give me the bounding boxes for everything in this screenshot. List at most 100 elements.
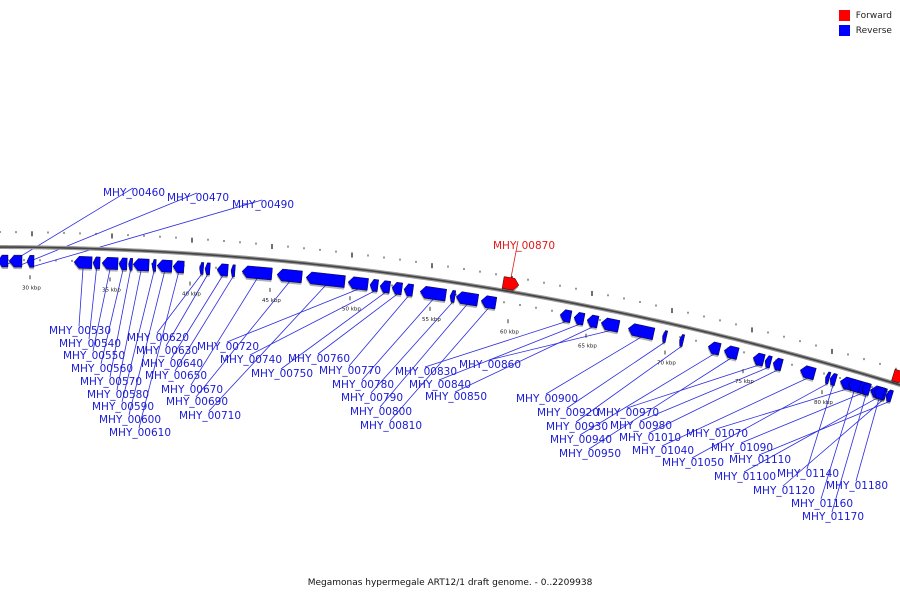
- gene-label[interactable]: MHY_00920: [537, 407, 599, 419]
- gene-label[interactable]: MHY_01100: [714, 471, 776, 483]
- gene-arrow[interactable]: [132, 258, 150, 274]
- gene-arrow[interactable]: [151, 259, 157, 274]
- gene-label[interactable]: MHY_00610: [109, 427, 171, 439]
- gene-arrow[interactable]: [204, 262, 211, 277]
- gene-label[interactable]: MHY_01090: [711, 442, 773, 454]
- gene-label[interactable]: MHY_00580: [87, 389, 149, 401]
- gene-label[interactable]: MHY_00980: [610, 420, 672, 432]
- gene-arrow[interactable]: [722, 345, 740, 362]
- gene-label[interactable]: MHY_01110: [729, 454, 791, 466]
- gene-label[interactable]: MHY_01010: [619, 432, 681, 444]
- gene-label[interactable]: MHY_01140: [777, 468, 839, 480]
- gene-arrow[interactable]: [305, 271, 346, 290]
- gene-arrow[interactable]: [860, 382, 872, 398]
- gene-arrow[interactable]: [403, 283, 415, 299]
- gene-label[interactable]: MHY_01040: [632, 445, 694, 457]
- gene-label[interactable]: MHY_00710: [179, 410, 241, 422]
- gene-label[interactable]: MHY_00560: [71, 363, 133, 375]
- gene-label[interactable]: MHY_00630: [136, 345, 198, 357]
- gene-label[interactable]: MHY_00860: [459, 359, 521, 371]
- gene-arrow[interactable]: [347, 276, 369, 293]
- gene-arrow[interactable]: [751, 352, 766, 369]
- gene-label[interactable]: MHY_00810: [360, 420, 422, 432]
- gene-label[interactable]: MHY_00640: [141, 358, 203, 370]
- gene-arrow[interactable]: [101, 257, 119, 272]
- gene-label[interactable]: MHY_00490: [232, 199, 294, 211]
- gene-label[interactable]: MHY_00900: [516, 393, 578, 405]
- gene-label[interactable]: MHY_00760: [288, 353, 350, 365]
- gene-arrow[interactable]: [823, 371, 832, 386]
- gene-arrow[interactable]: [391, 281, 403, 297]
- gene-label[interactable]: MHY_00800: [350, 406, 412, 418]
- gene-label[interactable]: MHY_00670: [161, 384, 223, 396]
- gene-label[interactable]: MHY_00570: [80, 376, 142, 388]
- gene-arrow[interactable]: [661, 330, 669, 345]
- gene-arrow[interactable]: [0, 254, 9, 270]
- gene-arrow[interactable]: [678, 334, 686, 349]
- gene-arrow[interactable]: [890, 368, 900, 386]
- gene-label[interactable]: MHY_00750: [251, 368, 313, 380]
- gene-arrow[interactable]: [798, 364, 817, 382]
- gene-arrow[interactable]: [26, 255, 35, 270]
- gene-label[interactable]: MHY_01170: [802, 511, 864, 523]
- gene-label[interactable]: MHY_00650: [145, 370, 207, 382]
- gene-arrow[interactable]: [216, 263, 229, 279]
- gene-arrow[interactable]: [156, 259, 173, 275]
- gene-label[interactable]: MHY_00790: [341, 392, 403, 404]
- gene-arrow[interactable]: [828, 373, 838, 388]
- gene-arrow[interactable]: [627, 323, 656, 342]
- gene-arrow[interactable]: [501, 276, 520, 294]
- gene-arrow[interactable]: [600, 317, 621, 335]
- gene-arrow[interactable]: [884, 389, 894, 405]
- gene-label[interactable]: MHY_00620: [127, 332, 189, 344]
- gene-label[interactable]: MHY_01180: [826, 480, 888, 492]
- gene-label[interactable]: MHY_00970: [597, 407, 659, 419]
- gene-arrow[interactable]: [706, 341, 722, 358]
- gene-label[interactable]: MHY_00930: [546, 421, 608, 433]
- gene-arrow[interactable]: [230, 264, 236, 279]
- gene-arrow[interactable]: [872, 385, 886, 402]
- gene-arrow[interactable]: [763, 355, 773, 371]
- gene-arrow[interactable]: [241, 265, 273, 282]
- gene-arrow[interactable]: [369, 278, 379, 294]
- gene-label[interactable]: MHY_00540: [59, 338, 121, 350]
- gene-label[interactable]: MHY_00460: [103, 187, 165, 199]
- gene-arrow[interactable]: [573, 312, 586, 328]
- gene-arrow[interactable]: [128, 258, 133, 273]
- gene-arrow[interactable]: [455, 291, 480, 309]
- gene-arrow[interactable]: [771, 357, 784, 373]
- gene-label[interactable]: MHY_00470: [167, 192, 229, 204]
- gene-label[interactable]: MHY_00940: [550, 434, 612, 446]
- gene-label[interactable]: MHY_00550: [63, 350, 125, 362]
- gene-arrow[interactable]: [449, 290, 457, 305]
- gene-label[interactable]: MHY_00950: [559, 448, 621, 460]
- gene-arrow[interactable]: [586, 314, 600, 330]
- gene-arrow[interactable]: [276, 268, 303, 285]
- gene-label[interactable]: MHY_00780: [332, 379, 394, 391]
- gene-label[interactable]: MHY_00720: [197, 341, 259, 353]
- gene-label[interactable]: MHY_00740: [220, 354, 282, 366]
- gene-label[interactable]: MHY_00840: [409, 379, 471, 391]
- gene-label[interactable]: MHY_01070: [686, 428, 748, 440]
- gene-label[interactable]: MHY_01160: [791, 498, 853, 510]
- gene-label[interactable]: MHY_00530: [49, 325, 111, 337]
- gene-arrow[interactable]: [846, 378, 862, 395]
- gene-label[interactable]: MHY_00870: [493, 240, 555, 252]
- gene-arrow[interactable]: [172, 260, 185, 276]
- gene-arrow[interactable]: [379, 280, 391, 296]
- gene-label[interactable]: MHY_00690: [166, 396, 228, 408]
- gene-arrow[interactable]: [8, 254, 23, 270]
- gene-label[interactable]: MHY_00590: [92, 401, 154, 413]
- gene-label[interactable]: MHY_00850: [425, 391, 487, 403]
- gene-arrow[interactable]: [199, 262, 205, 277]
- gene-label[interactable]: MHY_00600: [99, 414, 161, 426]
- gene-arrow[interactable]: [419, 286, 447, 304]
- gene-arrow[interactable]: [92, 256, 101, 271]
- gene-arrow[interactable]: [118, 257, 128, 273]
- gene-arrow[interactable]: [480, 295, 498, 312]
- gene-label[interactable]: MHY_01050: [662, 457, 724, 469]
- gene-arrow[interactable]: [559, 309, 573, 325]
- gene-arrow[interactable]: [73, 256, 93, 271]
- gene-label[interactable]: MHY_00830: [395, 366, 457, 378]
- gene-label[interactable]: MHY_00770: [319, 365, 381, 377]
